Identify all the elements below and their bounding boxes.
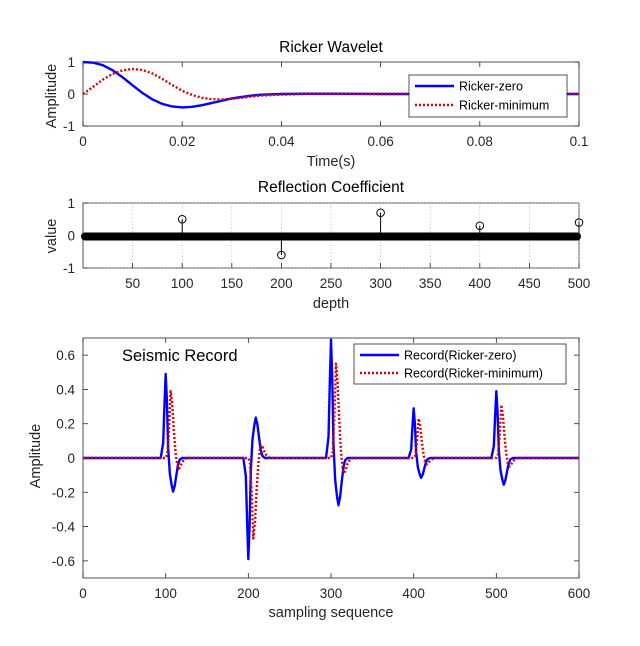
seismic-annotation: Seismic Record [122,347,238,365]
seismic-legend-box [353,343,567,385]
reflection-stem-marker [574,218,584,227]
seismic-xtick-label: 400 [402,586,425,601]
seismic-ytick-label: -0.4 [52,520,76,535]
reflection-ticks: 50 100 150 200 250 300 350 400 450 500 -1 0 1 [63,196,590,291]
ricker-wavelet-panel: Ricker Wavelet 0 0.02 0.04 0.06 0.08 0.1-101 … [44,39,588,170]
ricker-ytick-label: 1 [67,55,75,70]
reflection-stem-marker [277,250,286,260]
seismic-ytick-label: 0.6 [56,348,75,363]
seismic-legend-zero-label: Record(Ricker-zero) [404,349,517,363]
reflection-xtick-label: 50 [125,276,140,291]
seismic-legend: Record(Ricker-zero) Record(Ricker-minimu… [353,343,567,385]
ricker-xlabel: Time(s) [307,154,356,170]
reflection-stems [177,208,584,260]
seismic-xtick-label: 0 [79,586,87,601]
ricker-lines [82,60,579,109]
reflection-xtick-label: 500 [568,276,591,291]
seismic-xtick-label: 300 [320,586,343,601]
reflection-xtick-label: 300 [369,276,392,291]
seismic-minimum-line [83,362,579,540]
ricker-ytick-label: -1 [63,119,75,134]
seismic-ylabel: Amplitude [28,424,44,488]
ricker-minimum-line [82,67,579,101]
seismic-ytick-label: 0.2 [56,417,75,432]
seismic-ytick-label: -0.6 [52,554,75,569]
seismic-record-panel: 0 100 200 300 400 500 600 -0.6 -0.4 -0.2 0 0.2 0.4 0.… [28,337,591,621]
ricker-ticks: 0 0.02 0.04 0.06 0.08 0.1 -1 0 1 [63,55,588,149]
reflection-coefficient-panel: Reflection Coefficient 50 100 150 200 250 300… [44,179,590,312]
ricker-legend-box [408,74,568,118]
reflection-xlabel: depth [313,296,349,312]
reflection-xtick-label: 200 [270,276,293,291]
ricker-xtick-label: 0.02 [169,134,195,149]
ricker-ytick-label: 0 [67,87,75,102]
reflection-xtick-label: 100 [171,276,194,291]
ricker-legend-minimum-label: Ricker-minimum [459,99,549,113]
reflection-ytick-label: -1 [63,261,75,276]
reflection-title: Reflection Coefficient [258,179,405,196]
ricker-legend-zero-label: Ricker-zero [459,80,523,94]
seismic-lines [83,338,579,561]
reflection-zero-baseline [81,232,581,241]
ricker-title: Ricker Wavelet [279,39,383,56]
reflection-ytick-label: 0 [67,229,75,244]
ricker-xtick-label: 0.06 [367,134,393,149]
seismic-xtick-label: 600 [568,586,591,601]
seismic-xtick-label: 200 [237,586,260,601]
ricker-xtick-label: 0.04 [268,134,295,149]
reflection-xtick-label: 350 [419,276,442,291]
reflection-stem-marker [376,208,385,218]
reflection-xtick-label: 400 [469,276,492,291]
seismic-zero-line [83,338,579,561]
seismic-ticks: 0 100 200 300 400 500 600 -0.6 -0.4 -0.2 0 0.2 0.4 0.… [52,338,591,601]
seismic-ytick-label: -0.2 [52,485,75,500]
ricker-legend: Ricker-zero Ricker-minimum [408,74,568,118]
ricker-ylabel: Amplitude [44,64,60,128]
reflection-xtick-label: 250 [320,276,343,291]
ricker-zero-line [82,60,579,109]
seismic-xtick-label: 500 [485,586,508,601]
reflection-ylabel: value [44,219,60,254]
reflection-xtick-label: 450 [518,276,541,291]
reflection-stem-marker [177,214,187,224]
seismic-legend-minimum-label: Record(Ricker-minimum) [404,367,543,381]
seismic-ytick-label: 0.4 [56,382,75,397]
ricker-xtick-label: 0.1 [570,134,589,149]
seismic-xlabel: sampling sequence [269,605,394,621]
ricker-xtick-label: 0.08 [467,134,493,149]
seismic-ytick-label: 0 [67,451,75,466]
seismic-xtick-label: 100 [154,586,177,601]
ricker-xtick-label: 0 [79,134,87,149]
reflection-stem-marker [475,221,485,231]
reflection-xtick-label: 150 [221,276,244,291]
reflection-ytick-label: 1 [67,196,75,211]
